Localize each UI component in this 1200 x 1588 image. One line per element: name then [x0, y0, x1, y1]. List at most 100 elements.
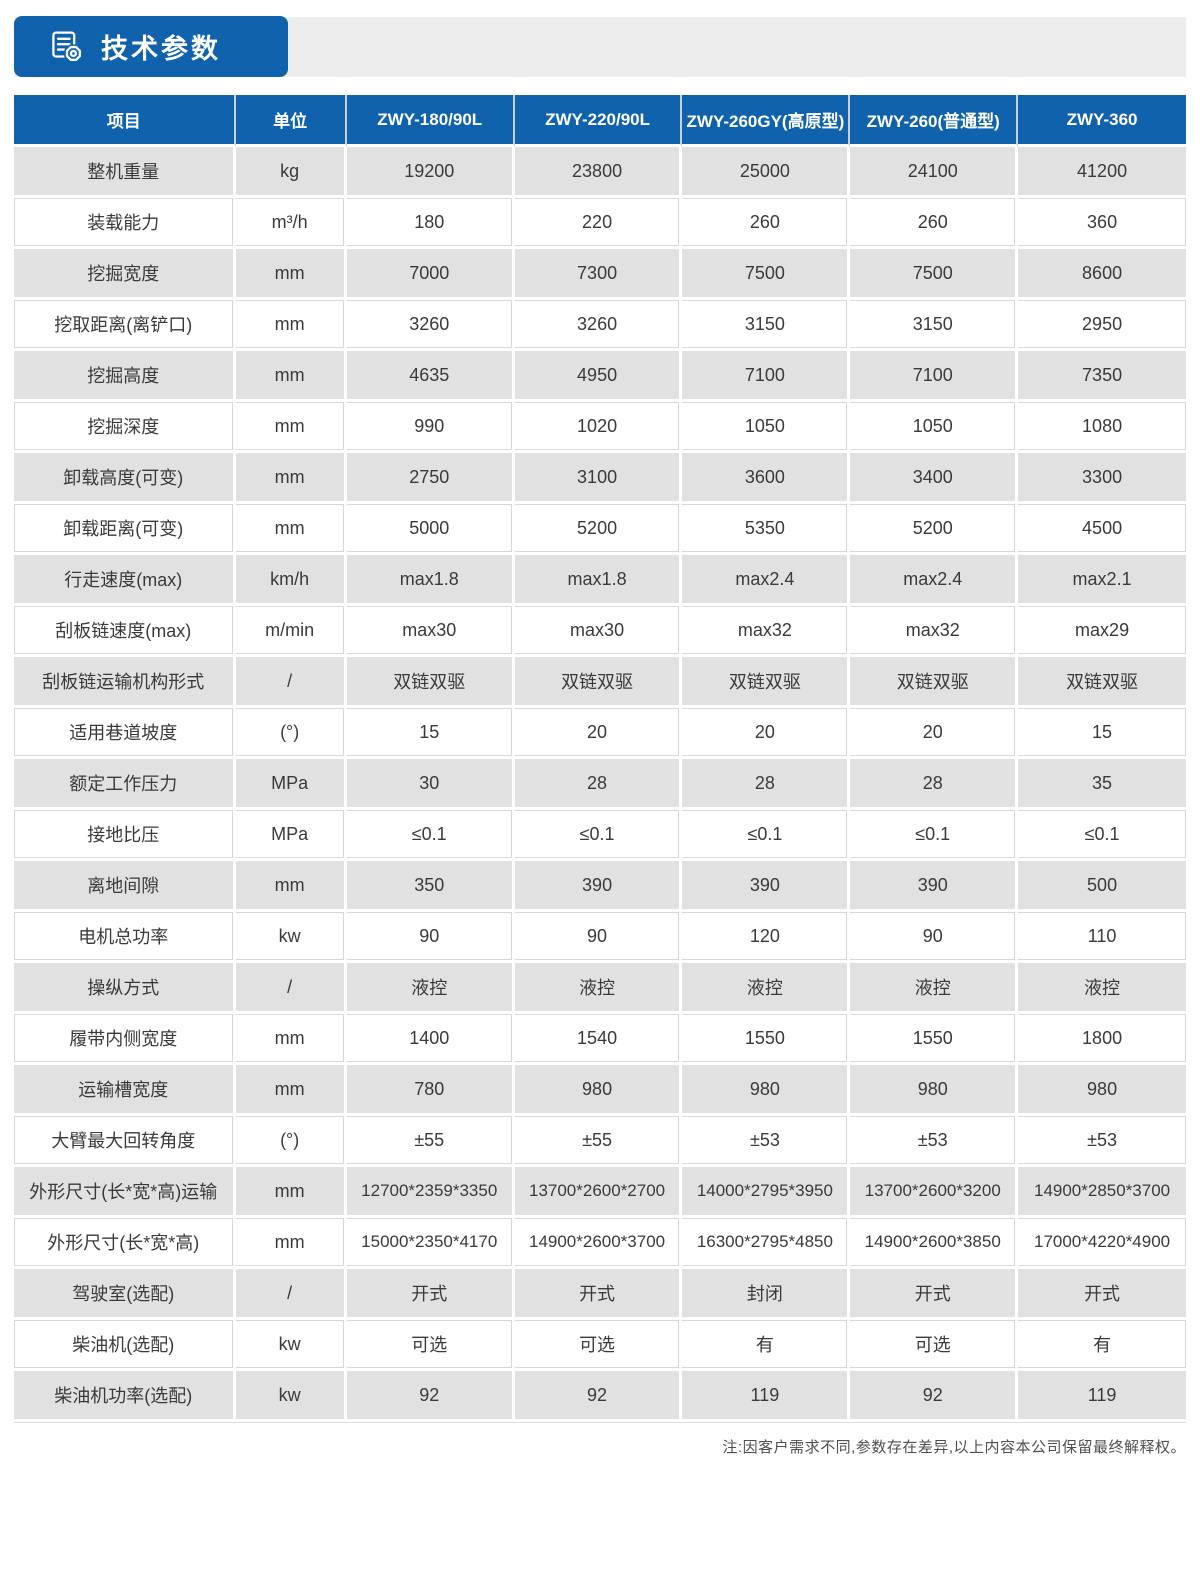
value-cell: 16300*2795*4850 — [682, 1218, 851, 1269]
table-row: 行走速度(max) km/h max1.8 max1.8 max2.4 max2… — [14, 555, 1186, 606]
value-cell: 1020 — [514, 402, 683, 453]
value-cell: 110 — [1018, 912, 1186, 963]
value-cell: 13700*2600*2700 — [514, 1167, 683, 1218]
column-header-unit: 单位 — [235, 95, 347, 147]
spec-table: 项目 单位 ZWY-180/90L ZWY-220/90L ZWY-260GY(… — [14, 95, 1186, 1423]
unit-cell: mm — [235, 453, 347, 504]
value-cell: 25000 — [682, 147, 851, 198]
item-cell: 适用巷道坡度 — [14, 708, 236, 759]
value-cell: 90 — [850, 912, 1019, 963]
item-cell: 操纵方式 — [14, 963, 236, 1014]
table-row: 电机总功率 kw 90 90 120 90 110 — [14, 912, 1186, 963]
column-header-model-1: ZWY-180/90L — [346, 95, 515, 147]
table-row: 挖掘高度 mm 4635 4950 7100 7100 7350 — [14, 351, 1186, 402]
value-cell: ≤0.1 — [1018, 810, 1186, 861]
item-cell: 卸载高度(可变) — [14, 453, 236, 504]
value-cell: 有 — [1018, 1320, 1186, 1371]
value-cell: 5350 — [682, 504, 851, 555]
value-cell: 双链双驱 — [346, 657, 515, 708]
value-cell: ≤0.1 — [514, 810, 683, 861]
value-cell: 28 — [514, 759, 683, 810]
value-cell: 液控 — [682, 963, 851, 1014]
item-cell: 外形尺寸(长*宽*高) — [14, 1218, 236, 1269]
value-cell: 30 — [346, 759, 515, 810]
value-cell: 封闭 — [682, 1269, 851, 1320]
value-cell: 有 — [682, 1320, 851, 1371]
value-cell: 20 — [682, 708, 851, 759]
item-cell: 驾驶室(选配) — [14, 1269, 236, 1320]
value-cell: 980 — [850, 1065, 1019, 1116]
value-cell: 350 — [346, 861, 515, 912]
item-cell: 卸载距离(可变) — [14, 504, 236, 555]
value-cell: ±55 — [514, 1116, 683, 1167]
spec-table-body: 整机重量 kg 19200 23800 25000 24100 41200 装载… — [14, 147, 1186, 1422]
unit-cell: m³/h — [235, 198, 347, 249]
value-cell: ≤0.1 — [346, 810, 515, 861]
value-cell: 5200 — [850, 504, 1019, 555]
table-row: 卸载高度(可变) mm 2750 3100 3600 3400 3300 — [14, 453, 1186, 504]
value-cell: 液控 — [1018, 963, 1186, 1014]
table-header-row: 项目 单位 ZWY-180/90L ZWY-220/90L ZWY-260GY(… — [14, 95, 1186, 147]
value-cell: 119 — [682, 1371, 851, 1422]
table-row: 整机重量 kg 19200 23800 25000 24100 41200 — [14, 147, 1186, 198]
unit-cell: MPa — [235, 810, 347, 861]
value-cell: 液控 — [514, 963, 683, 1014]
value-cell: 15000*2350*4170 — [346, 1218, 515, 1269]
value-cell: 2950 — [1018, 300, 1186, 351]
value-cell: ≤0.1 — [850, 810, 1019, 861]
unit-cell: km/h — [235, 555, 347, 606]
unit-cell: kw — [235, 912, 347, 963]
item-cell: 挖掘深度 — [14, 402, 236, 453]
value-cell: 7300 — [514, 249, 683, 300]
value-cell: max32 — [850, 606, 1019, 657]
item-cell: 外形尺寸(长*宽*高)运输 — [14, 1167, 236, 1218]
table-row: 接地比压 MPa ≤0.1 ≤0.1 ≤0.1 ≤0.1 ≤0.1 — [14, 810, 1186, 861]
value-cell: 92 — [514, 1371, 683, 1422]
value-cell: 20 — [514, 708, 683, 759]
unit-cell: mm — [235, 300, 347, 351]
item-cell: 运输槽宽度 — [14, 1065, 236, 1116]
value-cell: 开式 — [850, 1269, 1019, 1320]
unit-cell: kw — [235, 1371, 347, 1422]
value-cell: 4950 — [514, 351, 683, 402]
value-cell: 7100 — [850, 351, 1019, 402]
value-cell: 180 — [346, 198, 515, 249]
table-row: 大臂最大回转角度 (°) ±55 ±55 ±53 ±53 ±53 — [14, 1116, 1186, 1167]
table-row: 刮板链速度(max) m/min max30 max30 max32 max32… — [14, 606, 1186, 657]
value-cell: ±53 — [1018, 1116, 1186, 1167]
value-cell: 1080 — [1018, 402, 1186, 453]
value-cell: 15 — [346, 708, 515, 759]
unit-cell: mm — [235, 1167, 347, 1218]
value-cell: 3600 — [682, 453, 851, 504]
unit-cell: kw — [235, 1320, 347, 1371]
unit-cell: mm — [235, 504, 347, 555]
value-cell: max29 — [1018, 606, 1186, 657]
value-cell: 5000 — [346, 504, 515, 555]
footnote: 注:因客户需求不同,参数存在差异,以上内容本公司保留最终解释权。 — [722, 1439, 1186, 1456]
item-cell: 柴油机功率(选配) — [14, 1371, 236, 1422]
value-cell: 15 — [1018, 708, 1186, 759]
value-cell: max30 — [346, 606, 515, 657]
unit-cell: kg — [235, 147, 347, 198]
header-band: 技术参数 — [14, 16, 1186, 77]
column-header-model-3: ZWY-260GY(高原型) — [682, 95, 851, 147]
table-row: 履带内侧宽度 mm 1400 1540 1550 1550 1800 — [14, 1014, 1186, 1065]
value-cell: 可选 — [346, 1320, 515, 1371]
value-cell: 双链双驱 — [1018, 657, 1186, 708]
value-cell: 7500 — [682, 249, 851, 300]
table-row: 额定工作压力 MPa 30 28 28 28 35 — [14, 759, 1186, 810]
unit-cell: (°) — [235, 1116, 347, 1167]
value-cell: 可选 — [514, 1320, 683, 1371]
column-header-item: 项目 — [14, 95, 236, 147]
spec-sheet-gear-icon — [52, 31, 83, 63]
item-cell: 刮板链速度(max) — [14, 606, 236, 657]
value-cell: 980 — [1018, 1065, 1186, 1116]
value-cell: 980 — [682, 1065, 851, 1116]
item-cell: 离地间隙 — [14, 861, 236, 912]
value-cell: 92 — [850, 1371, 1019, 1422]
value-cell: 4500 — [1018, 504, 1186, 555]
section-title-tab: 技术参数 — [14, 16, 288, 77]
value-cell: max2.4 — [850, 555, 1019, 606]
value-cell: 990 — [346, 402, 515, 453]
value-cell: 1550 — [850, 1014, 1019, 1065]
